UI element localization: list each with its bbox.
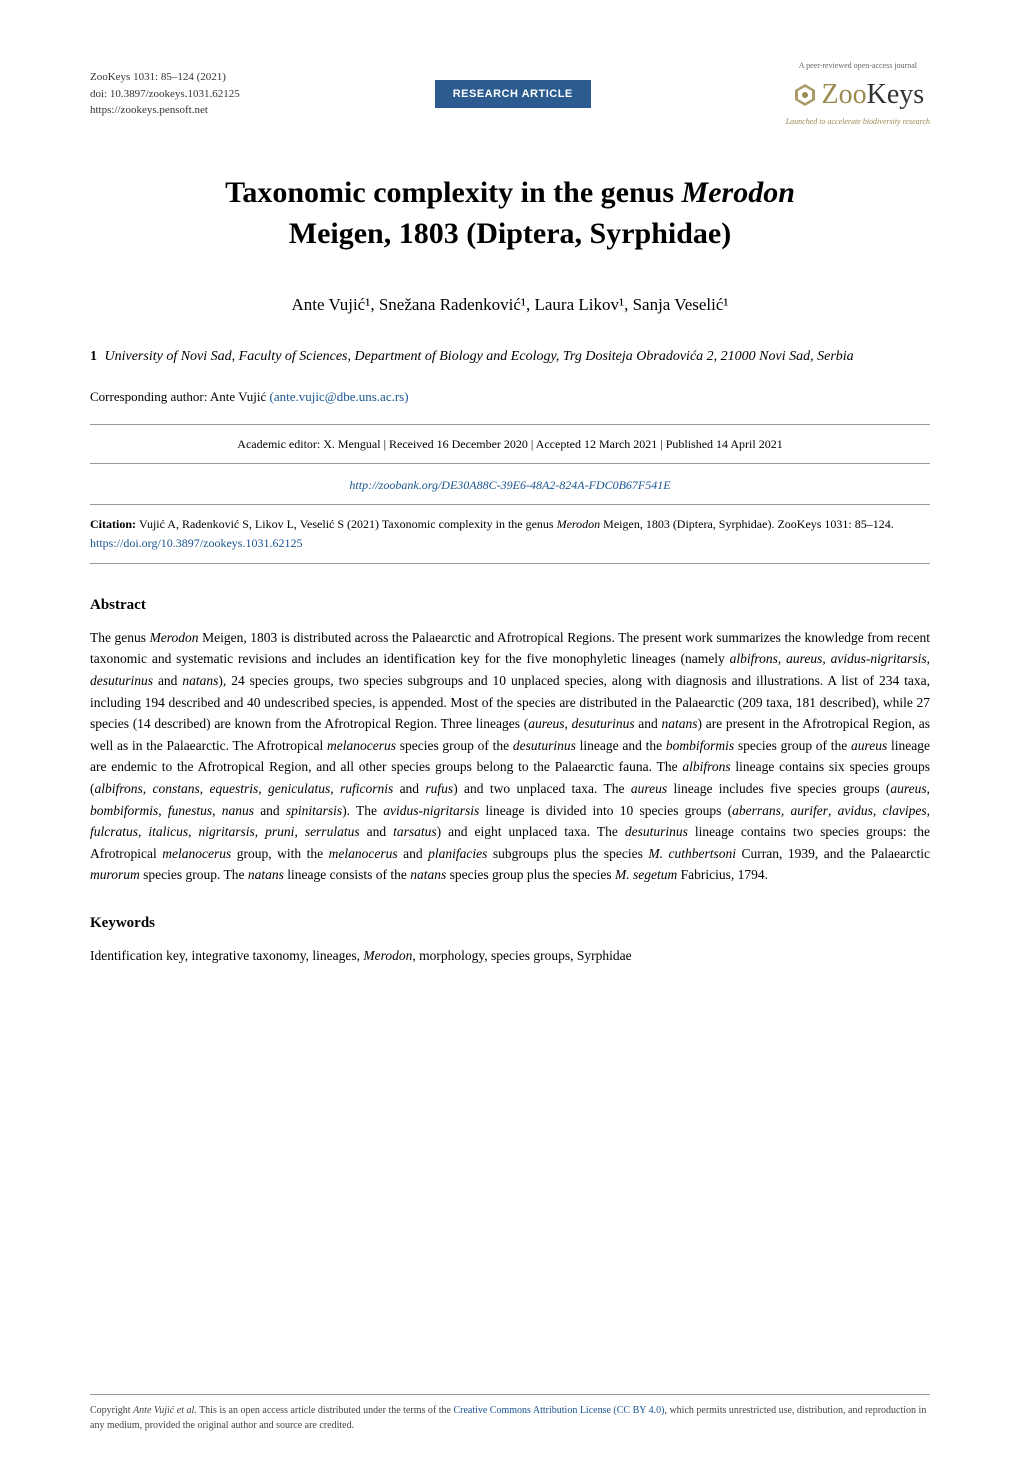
journal-meta: ZooKeys 1031: 85–124 (2021) doi: 10.3897…: [90, 69, 240, 119]
keywords-body: Identification key, integrative taxonomy…: [90, 945, 930, 967]
zoobank-link[interactable]: http://zoobank.org/DE30A88C-39E6-48A2-82…: [349, 478, 670, 492]
affiliation-text: University of Novi Sad, Faculty of Scien…: [105, 349, 854, 364]
citation-block: Citation: Vujić A, Radenković S, Likov L…: [90, 505, 930, 564]
page-header: ZooKeys 1031: 85–124 (2021) doi: 10.3897…: [90, 60, 930, 128]
editorial-metadata: Academic editor: X. Mengual | Received 1…: [90, 424, 930, 464]
citation-doi-link[interactable]: https://doi.org/10.3897/zookeys.1031.621…: [90, 536, 302, 550]
paper-title: Taxonomic complexity in the genus Merodo…: [90, 173, 930, 254]
hexagon-icon: [792, 82, 818, 108]
article-type-badge: RESEARCH ARTICLE: [435, 80, 591, 109]
authors-list: Ante Vujić¹, Snežana Radenković¹, Laura …: [90, 292, 930, 318]
corresponding-author: Corresponding author: Ante Vujić (ante.v…: [90, 387, 930, 407]
corresponding-email-link[interactable]: (ante.vujic@dbe.uns.ac.rs): [270, 389, 409, 404]
journal-doi: doi: 10.3897/zookeys.1031.62125: [90, 86, 240, 103]
affiliation-number: 1: [90, 349, 97, 364]
affiliation: 1 University of Novi Sad, Faculty of Sci…: [90, 346, 930, 367]
abstract-heading: Abstract: [90, 594, 930, 617]
journal-url[interactable]: https://zookeys.pensoft.net: [90, 102, 240, 119]
abstract-body: The genus Merodon Meigen, 1803 is distri…: [90, 627, 930, 886]
logo-tagline-bottom: Launched to accelerate biodiversity rese…: [786, 116, 930, 128]
zoobank-block: http://zoobank.org/DE30A88C-39E6-48A2-82…: [90, 468, 930, 505]
logo-text: ZooKeys: [822, 74, 925, 116]
logo-tagline-top: A peer-reviewed open-access journal: [799, 60, 917, 72]
copyright-footer: Copyright Ante Vujić et al. This is an o…: [90, 1394, 930, 1433]
logo-main: ZooKeys: [792, 74, 925, 116]
journal-logo: A peer-reviewed open-access journal ZooK…: [786, 60, 930, 128]
license-link[interactable]: Creative Commons Attribution License (CC…: [453, 1405, 664, 1416]
keywords-heading: Keywords: [90, 912, 930, 935]
journal-citation: ZooKeys 1031: 85–124 (2021): [90, 69, 240, 86]
